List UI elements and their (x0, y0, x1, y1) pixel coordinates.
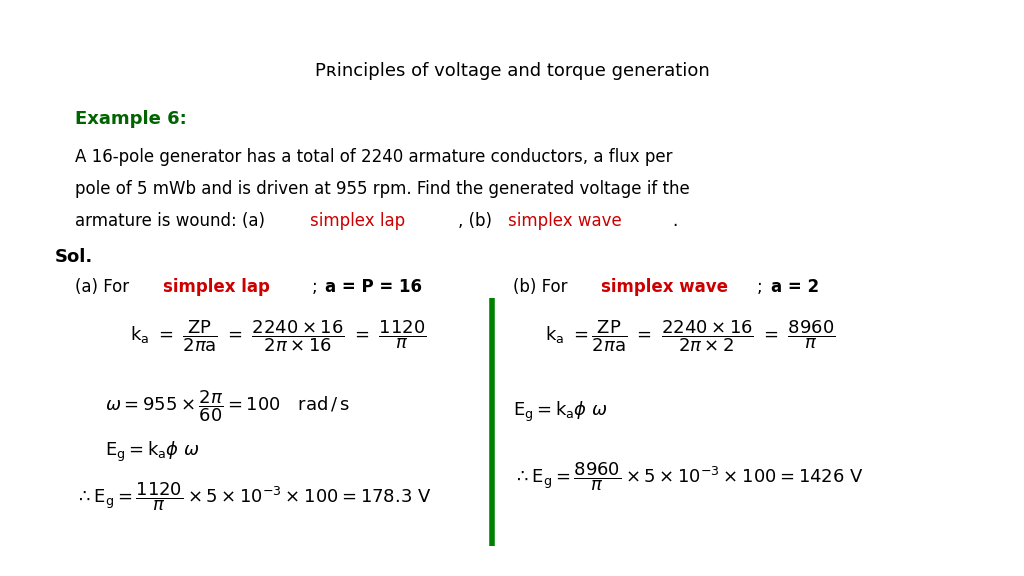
Text: $\mathrm{k_a} \ =\dfrac{\mathrm{ZP}}{2\pi\mathrm{a}} \ = \ \dfrac{2240 \times 16: $\mathrm{k_a} \ =\dfrac{\mathrm{ZP}}{2\p… (545, 318, 836, 354)
Text: ;: ; (312, 278, 323, 296)
Text: $\therefore\mathrm{E_g} = \dfrac{8960}{\pi}\times 5\times10^{-3}\times100 = 1426: $\therefore\mathrm{E_g} = \dfrac{8960}{\… (513, 460, 864, 492)
Text: A 16-pole generator has a total of 2240 armature conductors, a flux per: A 16-pole generator has a total of 2240 … (75, 148, 673, 166)
Text: Example 6:: Example 6: (75, 110, 186, 128)
Text: , (b): , (b) (458, 212, 498, 230)
Text: $\therefore\mathrm{E_g} = \dfrac{1120}{\pi}\times 5\times10^{-3}\times100 = 178.: $\therefore\mathrm{E_g} = \dfrac{1120}{\… (75, 480, 431, 513)
Text: simplex lap: simplex lap (310, 212, 406, 230)
Text: .: . (672, 212, 677, 230)
Text: ;: ; (757, 278, 768, 296)
Text: (b) For: (b) For (513, 278, 572, 296)
Text: pole of 5 mWb and is driven at 955 rpm. Find the generated voltage if the: pole of 5 mWb and is driven at 955 rpm. … (75, 180, 690, 198)
Text: $\mathrm{E_g} = \mathrm{k_a}\phi \ \omega$: $\mathrm{E_g} = \mathrm{k_a}\phi \ \omeg… (105, 440, 200, 464)
Text: $\mathrm{k_a} \ = \ \dfrac{\mathrm{ZP}}{2\pi\mathrm{a}} \ = \ \dfrac{2240 \times: $\mathrm{k_a} \ = \ \dfrac{\mathrm{ZP}}{… (130, 318, 427, 354)
Text: simplex lap: simplex lap (163, 278, 270, 296)
Text: $\mathrm{E_g} = \mathrm{k_a}\phi \ \omega$: $\mathrm{E_g} = \mathrm{k_a}\phi \ \omeg… (513, 400, 608, 424)
Text: (a) For: (a) For (75, 278, 134, 296)
Text: a = P = 16: a = P = 16 (325, 278, 422, 296)
Text: Pʀinciples of voltage and torque generation: Pʀinciples of voltage and torque generat… (314, 62, 710, 80)
Text: simplex wave: simplex wave (508, 212, 622, 230)
Text: armature is wound: (a): armature is wound: (a) (75, 212, 270, 230)
Text: simplex wave: simplex wave (601, 278, 728, 296)
Text: a = 2: a = 2 (771, 278, 819, 296)
Text: $\omega = 955\times\dfrac{2\pi}{60}=100 \quad \mathrm{rad\,/\,s}$: $\omega = 955\times\dfrac{2\pi}{60}=100 … (105, 388, 350, 423)
Text: Sol.: Sol. (55, 248, 93, 266)
